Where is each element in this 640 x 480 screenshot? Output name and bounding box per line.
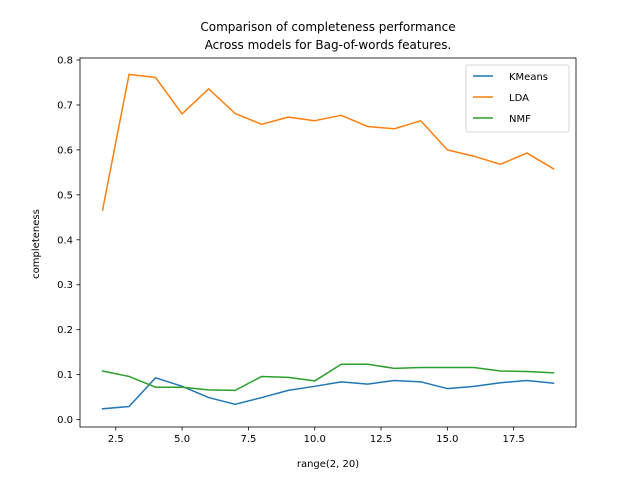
y-axis-label: completeness xyxy=(31,209,42,279)
legend-box xyxy=(465,64,570,133)
x-tick-label: 2.5 xyxy=(108,434,124,445)
plot-area: 2.5 5.0 7.5 10.0 12.5 15.0 17.5 0.0 0.1 0.2 0.3 0.4… xyxy=(57,56,577,445)
legend: KMeans LDA NMF xyxy=(465,64,570,133)
axes-frame xyxy=(79,57,577,428)
chart-title-line-1: Comparison of completeness performance xyxy=(200,20,455,34)
legend-label-lda: LDA xyxy=(509,93,529,104)
series-line-nmf xyxy=(101,363,555,392)
y-tick-label: 0.3 xyxy=(57,280,73,291)
chart-title-line-2: Across models for Bag-of-words features. xyxy=(205,38,452,52)
y-tick-label: 0.7 xyxy=(57,100,73,111)
legend-label-kmeans: KMeans xyxy=(509,72,548,83)
series-line-kmeans xyxy=(101,377,555,410)
y-tick-label: 0.4 xyxy=(57,235,73,246)
x-tick-label: 5.0 xyxy=(174,434,190,445)
y-tick-label: 0.6 xyxy=(57,145,73,156)
legend-label-nmf: NMF xyxy=(509,114,531,125)
x-tick-label: 7.5 xyxy=(240,434,256,445)
x-axis-label: range(2, 20) xyxy=(297,459,359,470)
y-tick-label: 0.2 xyxy=(57,325,73,336)
y-tick-label: 0.1 xyxy=(57,370,73,381)
x-tick-label: 17.5 xyxy=(503,434,525,445)
y-tick-label: 0.5 xyxy=(57,190,73,201)
x-tick-label: 12.5 xyxy=(370,434,392,445)
y-tick-label: 0.8 xyxy=(57,56,73,67)
series-line-lda xyxy=(101,73,555,212)
x-tick-label: 15.0 xyxy=(436,434,458,445)
x-tick-label: 10.0 xyxy=(304,434,326,445)
y-tick-label: 0.0 xyxy=(57,415,73,426)
